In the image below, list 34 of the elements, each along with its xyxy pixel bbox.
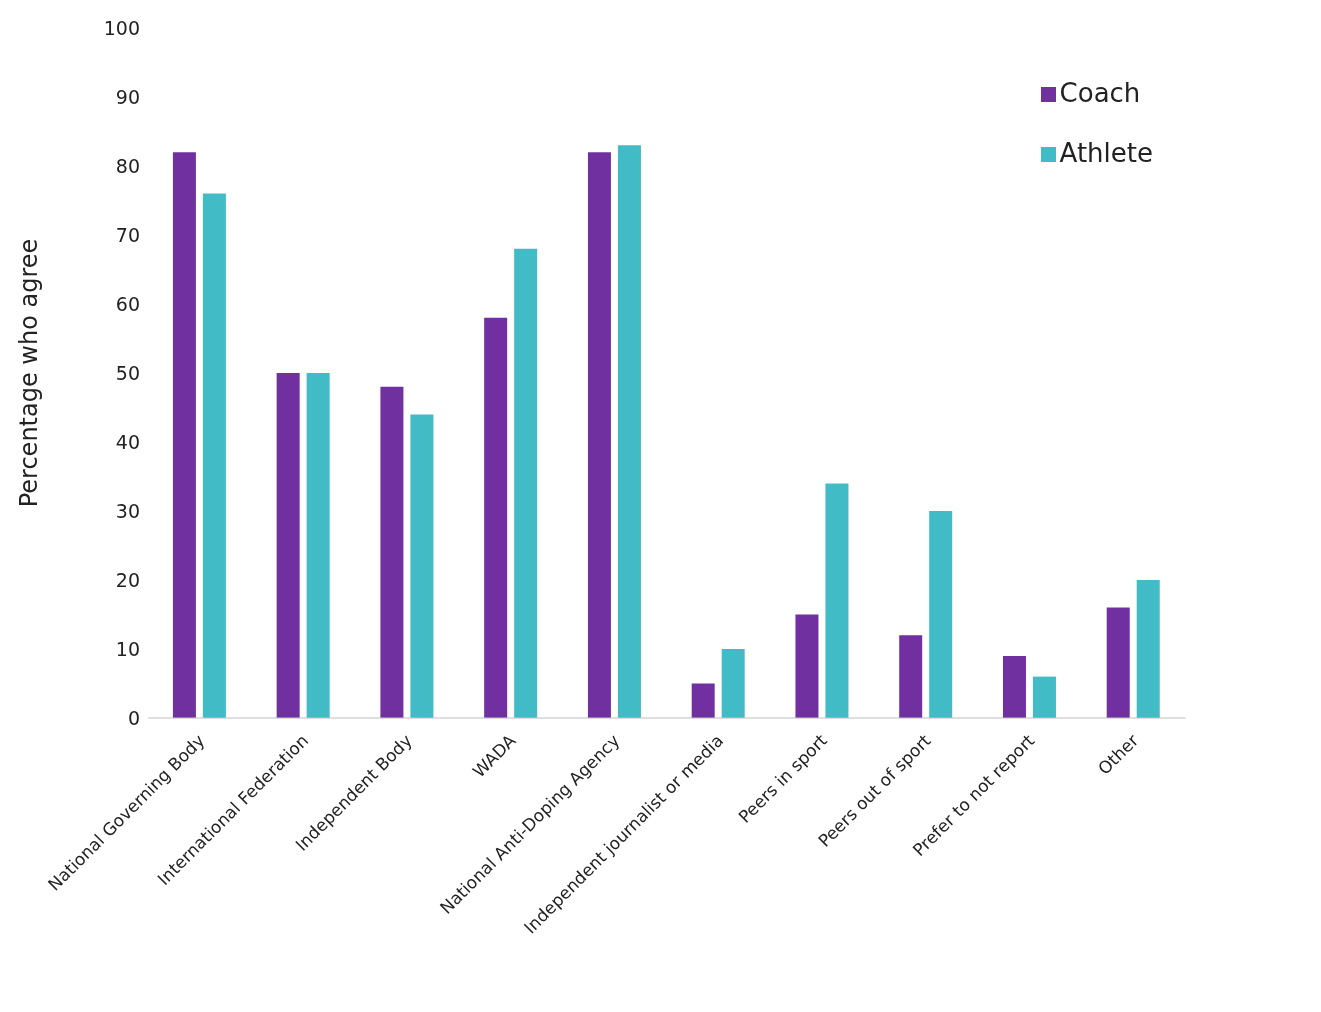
y-tick-label: 80: [115, 154, 140, 177]
bar: [410, 414, 434, 718]
y-tick-label: 70: [115, 223, 140, 246]
bar: [202, 193, 226, 718]
bar: [691, 683, 715, 718]
bar: [306, 373, 330, 718]
bar: [587, 152, 611, 718]
bar: [1106, 607, 1130, 718]
y-tick-label: 60: [115, 292, 140, 315]
legend-label: Coach: [1059, 78, 1141, 108]
bar: [929, 511, 953, 718]
bar: [721, 649, 745, 718]
y-tick-label: 40: [115, 430, 140, 453]
y-tick-label: 90: [115, 85, 140, 108]
bar: [1032, 676, 1056, 718]
bar: [276, 373, 300, 718]
bar: [899, 635, 923, 718]
bar: [1136, 580, 1160, 718]
y-tick-label: 30: [115, 499, 140, 522]
bar: [617, 145, 641, 718]
bar: [1002, 655, 1026, 718]
y-tick-label: 100: [103, 16, 140, 39]
bar: [825, 483, 849, 718]
y-axis-title: Percentage who agree: [14, 238, 43, 508]
bar: [795, 614, 819, 718]
y-tick-label: 10: [115, 637, 140, 660]
y-tick-label: 20: [115, 568, 140, 591]
bar: [380, 386, 404, 718]
y-tick-label: 50: [115, 361, 140, 384]
bar: [172, 152, 196, 718]
legend-label: Athlete: [1059, 138, 1153, 168]
bar: [484, 317, 508, 718]
bar: [514, 248, 538, 718]
y-tick-label: 0: [127, 706, 140, 729]
